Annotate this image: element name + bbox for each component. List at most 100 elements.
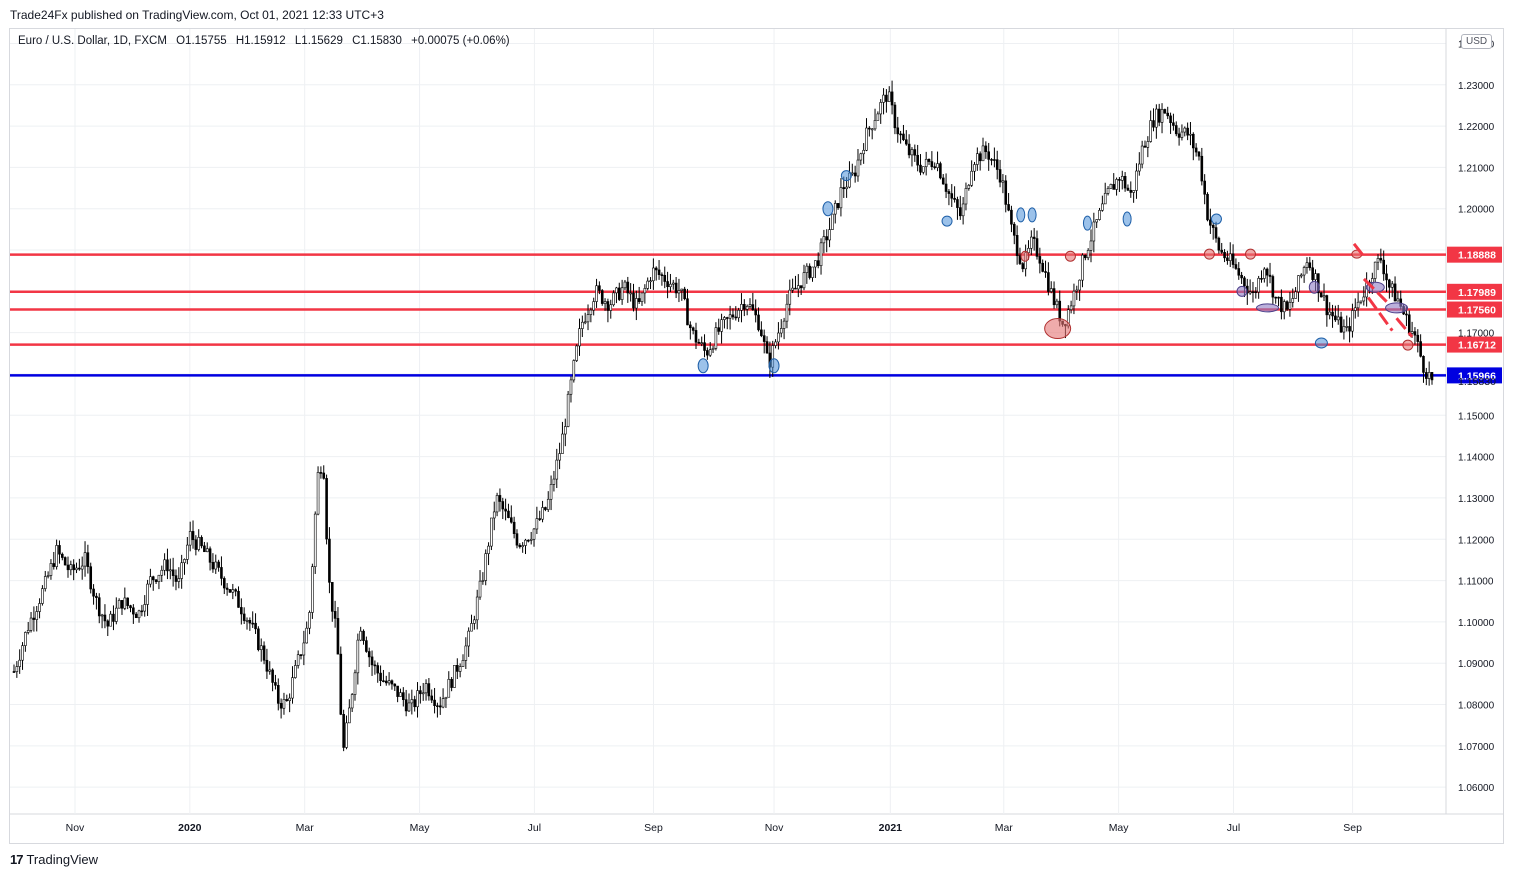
candle-body <box>660 274 664 276</box>
candle-body <box>367 651 371 658</box>
candle-body <box>404 699 408 712</box>
candle-body <box>544 507 547 510</box>
candle-body <box>924 158 928 167</box>
candle-body <box>1328 311 1331 316</box>
candle-body <box>1078 279 1081 291</box>
candle-body <box>339 653 343 715</box>
symbol-name: Euro / U.S. Dollar, 1D, FXCM <box>18 35 167 47</box>
candle-body <box>1095 219 1098 223</box>
pattern-marker <box>1064 250 1076 262</box>
candle-body <box>1044 271 1047 273</box>
candle-body <box>291 677 294 699</box>
x-tick-label: Nov <box>765 822 784 834</box>
candle-body <box>549 484 553 500</box>
candle-body <box>947 191 951 194</box>
candle-body <box>171 569 175 576</box>
candle-body <box>930 161 934 167</box>
candle-body <box>620 287 624 300</box>
candle-body <box>103 614 107 622</box>
candle-body <box>797 285 800 290</box>
candle-body <box>899 133 902 136</box>
candle-body <box>635 298 638 309</box>
candle-body <box>1385 273 1388 281</box>
chart-frame[interactable] <box>9 28 1504 844</box>
candle-body <box>1052 288 1056 306</box>
candle-body <box>444 696 448 699</box>
candle-body <box>589 309 593 315</box>
candle-body <box>663 275 667 282</box>
candle-body <box>538 518 542 520</box>
candle-body <box>1123 176 1127 189</box>
x-tick-label: 2020 <box>178 822 202 834</box>
candle-body <box>782 320 786 329</box>
candle-body <box>467 630 470 647</box>
y-tick-label: 1.07000 <box>1458 742 1495 753</box>
candle-body <box>379 672 382 682</box>
candle-body <box>1177 133 1181 138</box>
candle-body <box>1135 170 1138 191</box>
candle-body <box>887 91 891 102</box>
candle-body <box>856 159 860 177</box>
candle-body <box>456 664 459 672</box>
candle-body <box>265 659 269 672</box>
candle-body <box>1180 131 1184 138</box>
candle-body <box>492 511 496 519</box>
candle-body <box>1027 247 1030 253</box>
price-axis: 1.240001.230001.220001.210001.200001.190… <box>1458 39 1495 794</box>
candle-body <box>890 91 894 106</box>
candle-body <box>390 680 394 685</box>
candle-body <box>441 698 445 708</box>
candle-body <box>1248 291 1252 294</box>
candle-body <box>1001 180 1005 183</box>
candle-body <box>524 539 527 546</box>
candle-body <box>259 645 263 650</box>
candle-body <box>305 627 308 644</box>
candle-body <box>961 203 965 217</box>
candle-body <box>1234 264 1238 269</box>
candle-body <box>822 236 826 244</box>
candle-body <box>850 172 854 175</box>
trend-segment <box>1362 277 1388 303</box>
candle-body <box>359 630 362 641</box>
candle-body <box>981 145 985 162</box>
candle-body <box>197 537 201 550</box>
candle-body <box>336 618 340 655</box>
time-axis: Nov 2020 Mar May Jul Sep Nov 2021 Mar May Jul Sep <box>66 822 1362 834</box>
candle-body <box>464 645 468 661</box>
candle-body <box>115 607 118 622</box>
candle-body <box>308 612 311 629</box>
pattern-marker <box>1308 280 1320 294</box>
candle-body <box>745 306 749 310</box>
candle-body <box>384 680 388 684</box>
candle-body <box>779 328 783 334</box>
candle-body <box>86 552 90 567</box>
pattern-marker <box>697 358 709 374</box>
candle-body <box>1407 314 1411 334</box>
candle-body <box>572 360 576 381</box>
candle-body <box>484 553 488 581</box>
trend-segment <box>1395 317 1414 338</box>
candle-body <box>1353 307 1357 311</box>
candle-body <box>1237 268 1241 276</box>
candle-body <box>757 314 760 331</box>
candle-body <box>828 229 831 241</box>
candle-body <box>1263 268 1266 279</box>
footer-branding[interactable]: 17 TradingView <box>10 852 98 867</box>
currency-badge[interactable]: USD <box>1461 34 1493 49</box>
candle-body <box>740 304 743 311</box>
candle-body <box>168 569 172 572</box>
candle-body <box>956 199 959 208</box>
y-tick-label: 1.20000 <box>1458 205 1495 216</box>
pattern-marker <box>1203 248 1215 260</box>
candle-body <box>686 298 689 326</box>
candle-body <box>967 185 971 189</box>
candle-body <box>1018 255 1022 264</box>
candle-body <box>541 507 544 520</box>
candle-body <box>1299 274 1303 277</box>
candle-body <box>1285 301 1289 310</box>
candle-body <box>876 113 880 121</box>
candle-body <box>356 639 360 674</box>
candle-body <box>600 290 604 304</box>
candle-body <box>1118 179 1121 181</box>
